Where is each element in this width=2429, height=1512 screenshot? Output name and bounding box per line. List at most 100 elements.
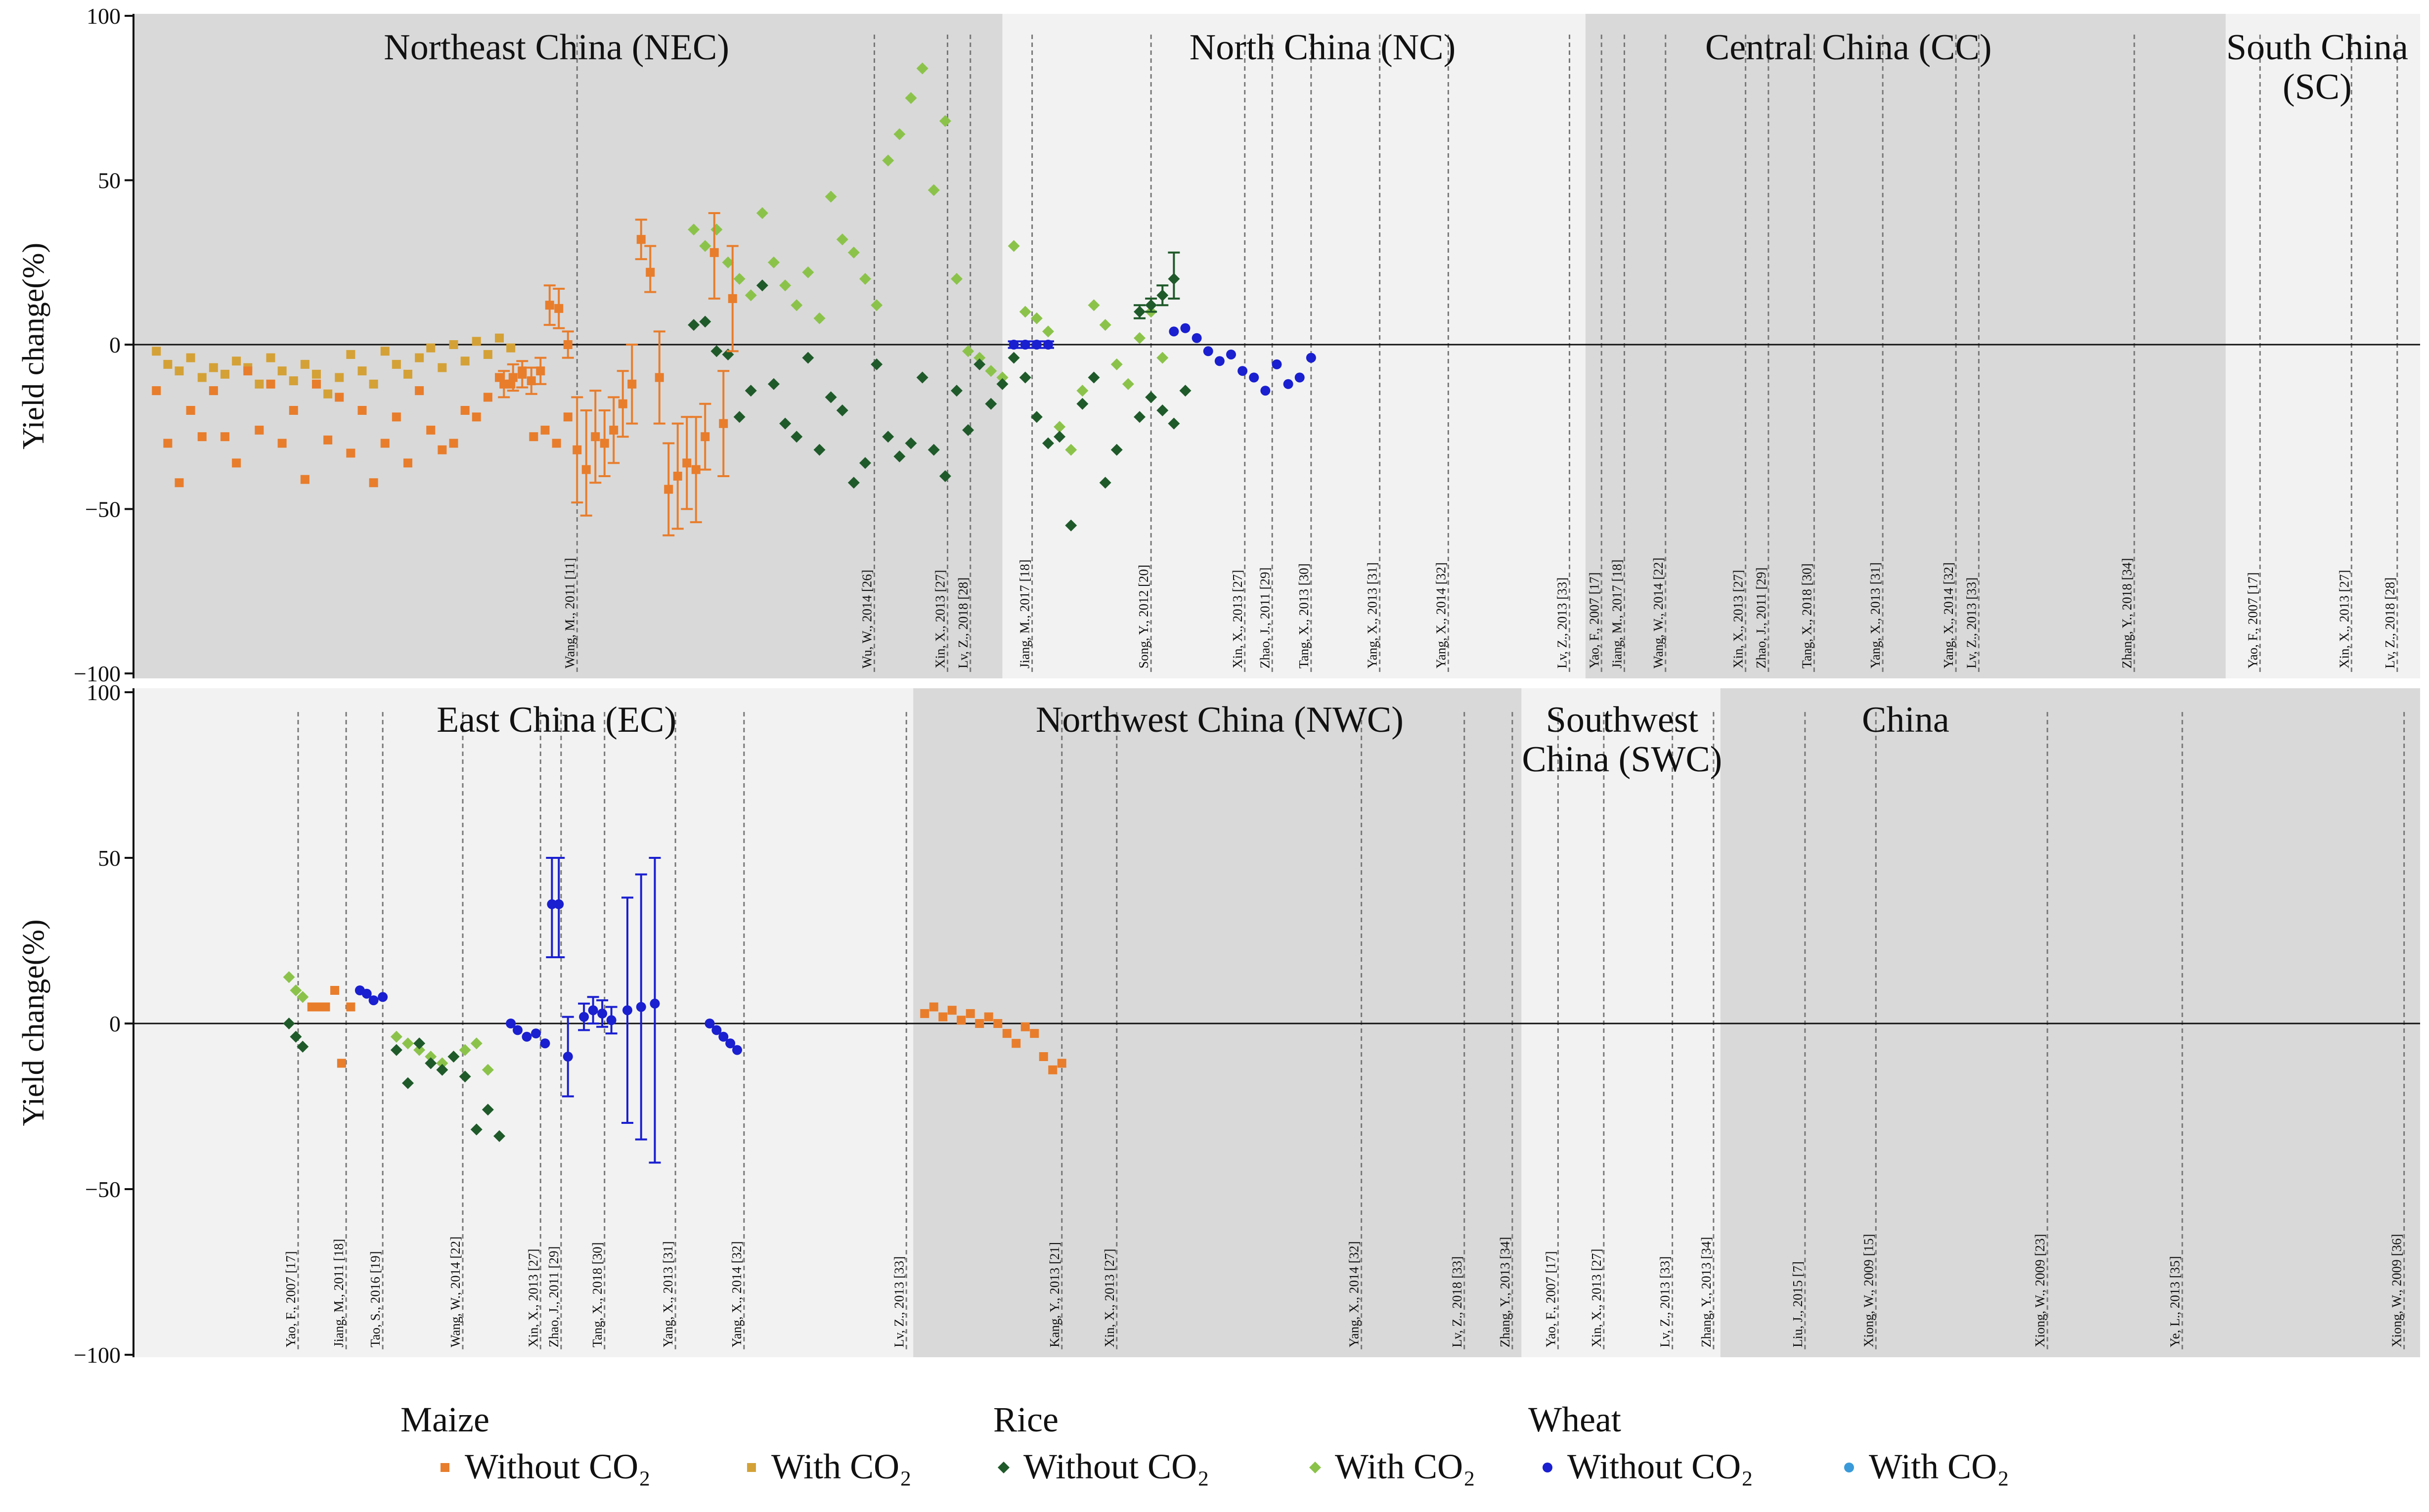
data-point — [709, 248, 719, 257]
data-point — [1179, 385, 1192, 397]
data-point — [470, 1123, 483, 1136]
data-point — [1145, 299, 1157, 311]
data-point — [710, 345, 723, 357]
study-label: Xiong, W., 2009 [36] — [2389, 1234, 2404, 1348]
data-point — [459, 1070, 471, 1083]
data-point — [402, 1037, 414, 1050]
data-point — [951, 385, 963, 397]
data-point — [847, 246, 860, 259]
data-point — [1030, 312, 1043, 324]
region-title: Central China (CC) — [1705, 27, 1992, 68]
data-point — [1145, 391, 1157, 403]
data-point — [403, 369, 412, 379]
data-point — [650, 998, 660, 1009]
data-point — [745, 289, 757, 302]
data-point — [1009, 340, 1019, 350]
data-point — [733, 273, 746, 285]
data-point — [415, 353, 424, 362]
y-tick-label: −100 — [74, 661, 121, 686]
data-point — [402, 1077, 414, 1089]
data-point — [415, 386, 424, 396]
data-point — [545, 301, 554, 310]
data-point — [554, 899, 564, 909]
data-point — [664, 485, 673, 494]
data-point — [905, 92, 917, 104]
data-point — [622, 1005, 632, 1016]
study-label: Jiang, M., 2017 [18] — [1610, 560, 1625, 668]
data-point — [600, 439, 609, 448]
data-point — [563, 412, 573, 422]
study-label: Wu, W., 2014 [26] — [860, 570, 875, 668]
data-point — [947, 1006, 957, 1015]
data-point — [951, 273, 963, 285]
legend-label: Without CO₂ — [1023, 1447, 1209, 1486]
data-point — [984, 1012, 993, 1022]
data-point — [499, 379, 509, 389]
data-point — [682, 458, 692, 468]
data-point — [636, 1002, 646, 1012]
data-point — [392, 412, 401, 422]
data-point — [378, 992, 388, 1002]
legend-marker — [1309, 1462, 1321, 1473]
data-point — [438, 363, 447, 372]
data-point — [745, 385, 757, 397]
study-label: Xin, X., 2013 [27] — [1731, 570, 1746, 668]
data-point — [1042, 437, 1054, 449]
data-point — [1134, 332, 1146, 344]
data-point — [1065, 444, 1077, 456]
data-point — [346, 1002, 355, 1012]
data-point — [1169, 326, 1179, 337]
data-point — [482, 1104, 494, 1116]
study-label: Xin, X., 2013 [27] — [526, 1249, 540, 1347]
data-point — [266, 353, 275, 362]
study-label: Zhang, Y., 2013 [34] — [1498, 1237, 1512, 1347]
data-point — [186, 406, 195, 415]
data-point — [297, 991, 309, 1003]
data-point — [733, 411, 746, 423]
study-label: Yang, X., 2014 [32] — [1433, 562, 1448, 668]
data-point — [482, 1064, 494, 1076]
data-point — [426, 343, 436, 353]
data-point — [1156, 289, 1169, 302]
data-point — [508, 373, 518, 382]
data-point — [1099, 319, 1111, 331]
data-point — [335, 393, 344, 402]
data-point — [962, 424, 974, 436]
data-point — [1272, 359, 1282, 369]
legend-label: Without CO₂ — [1567, 1447, 1753, 1486]
data-point — [591, 432, 600, 442]
data-point — [563, 340, 573, 349]
data-point — [691, 465, 701, 474]
study-label: Xin, X., 2013 [27] — [2337, 570, 2351, 668]
data-point — [813, 444, 826, 456]
data-point — [606, 1015, 617, 1025]
study-label: Tao, S., 2016 [19] — [368, 1251, 383, 1347]
data-point — [380, 439, 390, 448]
data-point — [518, 369, 527, 379]
data-point — [390, 1030, 402, 1043]
study-label: Yang, X., 2014 [32] — [729, 1241, 744, 1347]
data-point — [609, 425, 618, 435]
legend-items: Without CO₂ With CO₂ Without CO₂ With CO₂ Wi… — [441, 1447, 2009, 1486]
y-tick-label: 0 — [109, 1011, 121, 1036]
data-point — [506, 343, 516, 353]
data-point — [756, 279, 768, 292]
data-point — [859, 273, 871, 285]
data-point — [255, 425, 264, 435]
data-point — [701, 432, 710, 442]
data-point — [186, 353, 195, 362]
study-label: Lv, Z., 2018 [33] — [1450, 1256, 1464, 1347]
data-point — [905, 437, 917, 449]
data-point — [1020, 340, 1030, 350]
data-point — [957, 1016, 966, 1025]
study-label: Yao, F., 2007 [17] — [1543, 1251, 1558, 1347]
data-point — [493, 1130, 505, 1142]
study-label: Liu, J., 2015 [7] — [1790, 1261, 1805, 1347]
y-axis-label: Yield change(%) — [17, 243, 50, 449]
study-label: Lv, Z., 2018 [28] — [956, 578, 971, 668]
data-point — [1012, 1039, 1021, 1048]
data-point — [1030, 411, 1043, 423]
data-point — [791, 431, 803, 443]
data-point — [581, 465, 591, 474]
legend-label: With CO₂ — [1335, 1447, 1475, 1486]
